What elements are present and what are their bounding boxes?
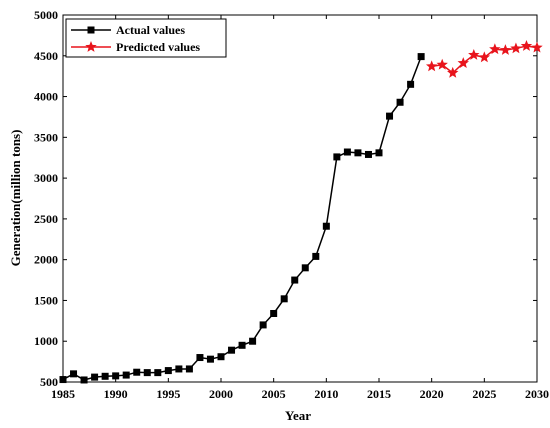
data-point-actual [291,276,299,284]
data-point-actual [375,149,383,157]
y-tick-label: 500 [40,375,58,389]
data-point-predicted [457,57,469,68]
y-tick-label: 2500 [34,212,58,226]
data-point-predicted [425,60,438,72]
data-point-actual [80,376,88,384]
data-point-actual [417,53,425,61]
x-tick-label: 2000 [209,387,233,401]
y-axis-label: Generation(million tons) [8,130,23,267]
data-point-actual [333,153,341,161]
data-point-actual [249,337,257,345]
y-axis: 500 1000 1500 2000 2500 3000 3500 4000 4500 5000 [34,8,537,389]
x-tick-label: 2025 [472,387,496,401]
plot-frame [62,14,538,383]
x-tick-label: 2020 [420,387,444,401]
y-tick-label: 1000 [34,334,58,348]
data-point-predicted [499,44,512,55]
x-tick-label: 1985 [51,387,75,401]
data-point-actual [280,295,288,303]
data-point-actual [59,376,67,384]
data-point-actual [312,252,320,260]
legend-label-predicted: Predicted values [116,40,200,54]
data-point-actual [354,149,362,157]
data-point-actual [396,98,404,106]
data-point-predicted [489,43,501,55]
data-point-actual [217,353,225,361]
data-point-actual [112,372,120,380]
data-point-actual [101,372,109,380]
data-point-actual [259,321,267,329]
y-tick-label: 1500 [34,293,58,307]
x-tick-label: 1990 [104,387,128,401]
data-point-predicted [436,58,448,70]
legend-marker-actual [87,26,95,34]
data-point-predicted [447,66,459,78]
y-tick-label: 5000 [34,8,58,22]
y-tick-label: 4500 [34,49,58,63]
x-tick-label: 2015 [367,387,391,401]
data-point-actual [270,309,278,317]
data-point-actual [154,369,162,377]
data-point-actual [322,222,330,230]
data-point-actual [407,80,415,88]
x-tick-label: 1995 [156,387,180,401]
data-point-actual [343,148,351,156]
x-tick-label: 2005 [262,387,286,401]
data-point-actual [70,370,78,378]
y-tick-label: 4000 [34,90,58,104]
data-point-predicted [531,41,543,53]
data-point-actual [122,371,130,379]
legend: Actual values Predicted values [65,18,227,58]
data-point-predicted [510,42,522,54]
y-tick-label: 3000 [34,171,58,185]
data-point-actual [143,369,151,377]
data-point-actual [175,365,183,373]
data-point-predicted [468,48,480,60]
legend-marker-predicted [85,41,97,52]
x-tick-label: 2010 [314,387,338,401]
data-point-predicted [478,51,491,63]
data-point-actual [185,365,193,373]
y-tick-label: 2000 [34,253,58,267]
data-point-actual [133,368,141,376]
x-axis: 1985 1990 1995 2000 2005 2010 2015 2020 2025 2030 [51,15,549,401]
data-point-actual [364,150,372,158]
legend-box [65,18,227,58]
data-point-actual [91,373,99,381]
data-point-actual [386,112,394,120]
data-point-actual [206,355,214,363]
data-point-actual [301,264,309,272]
data-point-predicted [520,39,533,51]
data-point-actual [238,341,246,349]
y-tick-label: 3500 [34,130,58,144]
series-layer [59,39,543,384]
data-point-actual [164,367,172,375]
data-point-actual [196,354,204,362]
data-point-actual [228,346,236,354]
x-axis-label: Year [285,408,311,423]
x-tick-label: 2030 [525,387,549,401]
legend-label-actual: Actual values [116,23,185,37]
